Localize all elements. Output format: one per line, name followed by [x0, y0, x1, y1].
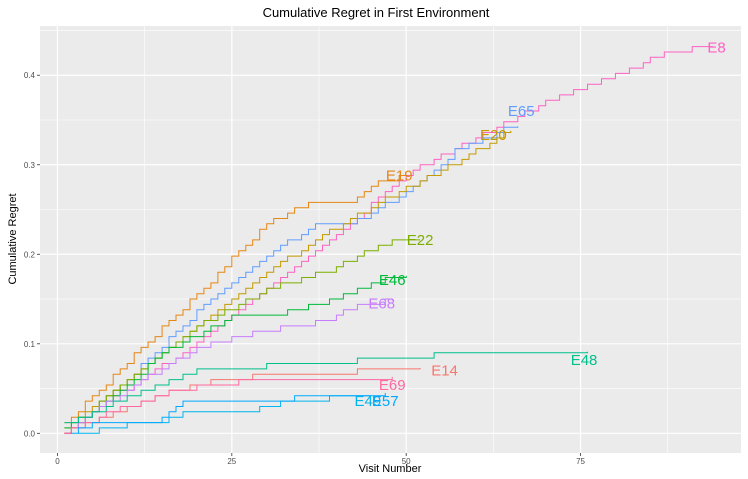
series-line-e48: [64, 351, 588, 424]
series-line-e14: [64, 368, 421, 434]
series-line-e57: [71, 393, 386, 434]
series-label-e8: E8: [707, 39, 725, 56]
series-label-e69: E69: [379, 377, 406, 394]
y-tick-label: 0.2: [24, 250, 36, 259]
chart-title: Cumulative Regret in First Environment: [263, 5, 490, 20]
x-tick-label: 50: [402, 457, 411, 466]
series-label-e68: E68: [368, 296, 395, 313]
series-label-e48: E48: [571, 352, 598, 369]
x-axis-title: Visit Number: [359, 463, 422, 475]
tick-layer: 0 25 50 75 0.0 0.1 0.2 0.3 0.4: [24, 71, 586, 466]
series-line-e22: [64, 239, 421, 434]
y-axis-title: Cumulative Regret: [7, 193, 19, 284]
x-tick-label: 0: [55, 457, 60, 466]
series-label-e20: E20: [480, 127, 507, 144]
series-line-e68: [64, 298, 393, 434]
series-line-e19: [64, 175, 407, 424]
series-line-e69: [64, 376, 393, 434]
series-label-e46: E46: [379, 272, 406, 289]
y-tick-label: 0.3: [24, 161, 36, 170]
series-line-e49: [78, 395, 372, 434]
series-label-e57: E57: [372, 393, 399, 410]
y-tick-label: 0.4: [24, 71, 36, 80]
x-tick-label: 75: [576, 457, 585, 466]
series-line-e46: [64, 275, 407, 429]
series-label-e65: E65: [508, 103, 535, 120]
series-label-e49: E49: [354, 393, 381, 410]
y-tick-label: 0.1: [24, 340, 36, 349]
series-layer: [64, 46, 714, 434]
series-label-e19: E19: [386, 167, 413, 184]
series-label-e22: E22: [407, 232, 434, 249]
series-label-e14: E14: [431, 363, 458, 380]
x-tick-label: 25: [227, 457, 236, 466]
y-tick-label: 0.0: [24, 429, 36, 438]
plot-panel: [40, 26, 741, 453]
grid-layer: [40, 26, 741, 453]
